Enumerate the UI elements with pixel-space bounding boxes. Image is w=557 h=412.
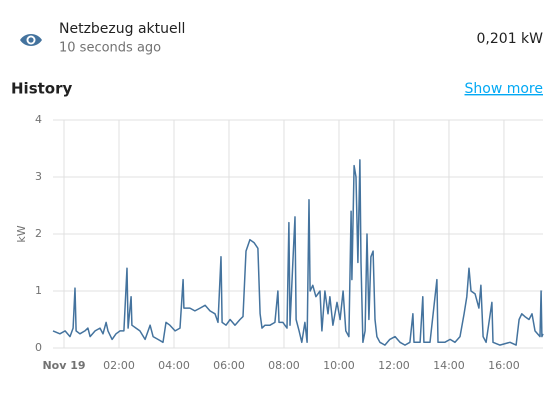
x-tick-label: Nov 19 bbox=[42, 359, 85, 372]
x-tick-label: 10:00 bbox=[323, 359, 355, 372]
x-tick-label: 06:00 bbox=[213, 359, 245, 372]
y-tick-label: 1 bbox=[35, 284, 42, 297]
series-line bbox=[52, 159, 544, 346]
y-tick-label: 3 bbox=[35, 170, 42, 183]
y-tick-label: 4 bbox=[35, 113, 42, 126]
entity-name: Netzbezug aktuell bbox=[59, 21, 185, 37]
x-tick-label: 02:00 bbox=[103, 359, 135, 372]
y-tick-label: 2 bbox=[35, 227, 42, 240]
x-tick-label: 16:00 bbox=[488, 359, 520, 372]
eye-icon bbox=[20, 34, 42, 46]
x-tick-label: 14:00 bbox=[433, 359, 465, 372]
y-tick-label: 0 bbox=[35, 341, 42, 354]
x-tick-label: 12:00 bbox=[378, 359, 410, 372]
show-more-link[interactable]: Show more bbox=[465, 81, 544, 97]
last-changed: 10 seconds ago bbox=[59, 41, 161, 56]
plot: 0 1 2 3 4 Nov 19 02:00 04:00 06:00 08:00 10:00 12:0… bbox=[35, 113, 544, 372]
y-axis-label: kW bbox=[15, 225, 28, 242]
entity-state: 0,201 kW bbox=[477, 31, 544, 47]
x-tick-label: 04:00 bbox=[158, 359, 190, 372]
history-title: History bbox=[11, 80, 72, 98]
x-tick-label: 08:00 bbox=[268, 359, 300, 372]
